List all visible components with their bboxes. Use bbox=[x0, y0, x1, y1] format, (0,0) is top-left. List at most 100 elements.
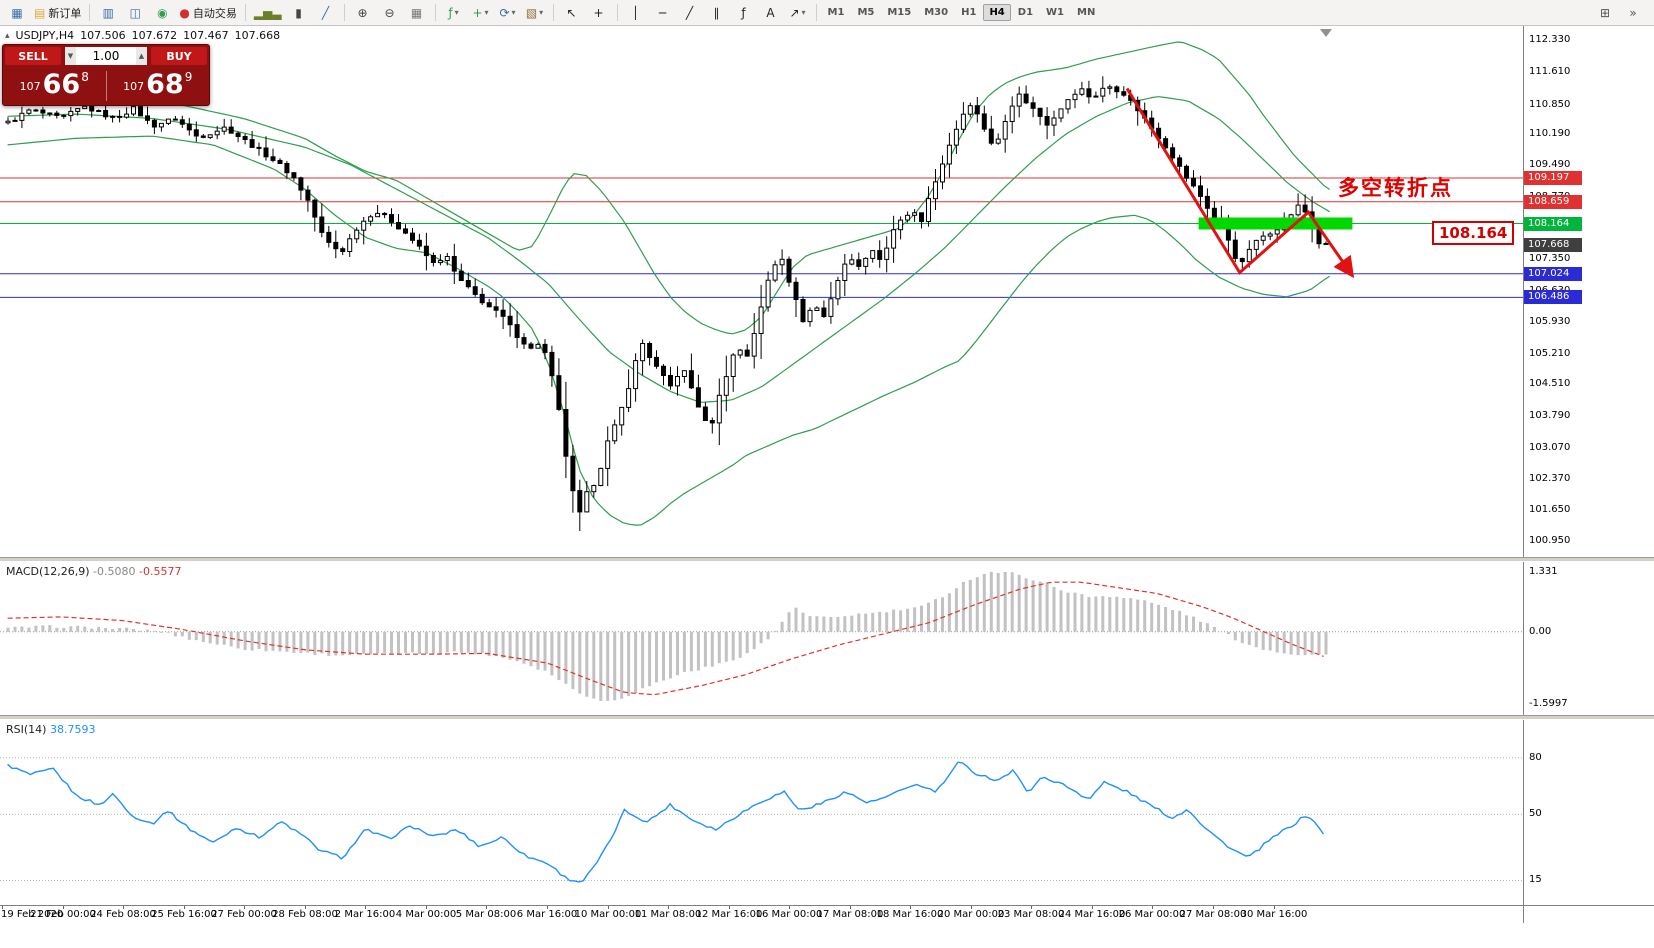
timeframe-m1[interactable]: M1 bbox=[827, 7, 845, 18]
timeframe-m30[interactable]: M30 bbox=[924, 7, 949, 18]
timeframe-w1[interactable]: W1 bbox=[1046, 7, 1065, 18]
periods-icon: ⟳ bbox=[499, 5, 510, 20]
volume-value: 1.00 bbox=[92, 49, 120, 63]
time-axis-tick bbox=[1152, 906, 1153, 909]
timeframe-h1[interactable]: H1 bbox=[961, 7, 977, 18]
time-axis-label: 10 Mar 00:00 bbox=[574, 909, 642, 920]
pane-separator[interactable] bbox=[0, 715, 1654, 720]
time-axis-tick bbox=[608, 906, 609, 909]
sell-price[interactable]: 107 66 8 bbox=[3, 70, 106, 102]
bollinger-upper-line bbox=[7, 41, 1330, 335]
trendline-icon[interactable]: ╱ bbox=[677, 3, 703, 23]
time-axis-tick bbox=[1274, 906, 1275, 909]
volume-input[interactable]: ▼ 1.00 ▲ bbox=[65, 47, 147, 65]
auto-trading-button[interactable]: ● 自动交易 bbox=[176, 3, 239, 23]
vertical-line-icon[interactable]: │ bbox=[623, 3, 649, 23]
macd-pane: MACD(12,26,9) -0.5080 -0.5577 1.331 0.00 -… bbox=[0, 562, 1654, 715]
pane-separator[interactable] bbox=[0, 557, 1654, 562]
rsi-plot[interactable]: RSI(14) 38.7593 bbox=[0, 720, 1524, 905]
rsi-axis[interactable]: 80 50 15 bbox=[1524, 720, 1654, 905]
tile-windows-icon[interactable]: ▦ bbox=[404, 3, 430, 23]
time-axis-tick bbox=[486, 906, 487, 909]
community-icon[interactable]: ◉ bbox=[149, 3, 175, 23]
add-indicator-icon[interactable]: + ▾ bbox=[468, 3, 494, 23]
text-icon[interactable]: A bbox=[758, 3, 784, 23]
volume-down-icon[interactable]: ▼ bbox=[65, 47, 76, 65]
time-axis-label: 24 Mar 16:00 bbox=[1058, 909, 1126, 920]
buy-price[interactable]: 107 68 9 bbox=[107, 70, 210, 102]
dock-icon[interactable]: ⊞ bbox=[1592, 3, 1618, 23]
time-axis-tick bbox=[971, 906, 972, 909]
rsi-label: RSI(14) 38.7593 bbox=[6, 723, 95, 736]
time-axis-label: 18 Mar 16:00 bbox=[876, 909, 944, 920]
zoom-in-icon[interactable]: ⊕ bbox=[350, 3, 376, 23]
macd-label: MACD(12,26,9) -0.5080 -0.5577 bbox=[6, 565, 181, 578]
macd-plot[interactable]: MACD(12,26,9) -0.5080 -0.5577 bbox=[0, 562, 1524, 715]
time-axis-tick bbox=[789, 906, 790, 909]
timeframe-m5[interactable]: M5 bbox=[857, 7, 875, 18]
chart-window-icon: ▦ bbox=[11, 5, 23, 20]
macd-axis-label: 0.00 bbox=[1529, 626, 1552, 637]
new-order-button[interactable]: ▤ 新订单 bbox=[31, 3, 84, 23]
time-axis[interactable]: 19 Feb 2020 21 Feb 00:00 24 Feb 08:00 25 Fe… bbox=[0, 905, 1654, 923]
trade-panel-divider bbox=[105, 71, 107, 101]
crosshair-icon[interactable]: + bbox=[586, 3, 612, 23]
macd-signal-value: -0.5577 bbox=[139, 565, 182, 578]
price-axis-label: 105.930 bbox=[1529, 316, 1571, 327]
timeframe-m15[interactable]: M15 bbox=[887, 7, 912, 18]
price-axis-label: 110.850 bbox=[1529, 99, 1571, 110]
candlestick-icon[interactable]: ▮ bbox=[286, 3, 312, 23]
price-plot[interactable]: ▴ USDJPY,H4 107.506 107.672 107.467 107.… bbox=[0, 26, 1524, 557]
periods-icon[interactable]: ⟳ ▾ bbox=[495, 3, 521, 23]
timeframe-h4[interactable]: H4 bbox=[983, 4, 1011, 21]
cursor-icon[interactable]: ↖ bbox=[559, 3, 585, 23]
macd-axis-label: 1.331 bbox=[1529, 566, 1558, 577]
time-axis-label: 24 Feb 08:00 bbox=[90, 909, 156, 920]
bottom-strip bbox=[0, 923, 1654, 948]
buy-price-small: 107 bbox=[123, 80, 145, 93]
macd-axis[interactable]: 1.331 0.00 -1.5997 bbox=[1524, 562, 1654, 715]
ohlc-header: ▴ USDJPY,H4 107.506 107.672 107.467 107.… bbox=[5, 29, 280, 42]
rsi-value: 38.7593 bbox=[49, 723, 96, 736]
bollinger-lower-line bbox=[7, 135, 1330, 526]
time-axis-label: 6 Mar 16:00 bbox=[516, 909, 578, 920]
time-axis-tick bbox=[1092, 906, 1093, 909]
channel-icon[interactable]: ∥ bbox=[704, 3, 730, 23]
rsi-axis-label: 15 bbox=[1529, 874, 1542, 885]
price-axis[interactable]: 112.330111.610110.850110.190109.490108.7… bbox=[1524, 26, 1654, 557]
price-axis-label: 104.510 bbox=[1529, 378, 1571, 389]
tile-windows-icon: ▦ bbox=[410, 5, 423, 20]
fibonacci-icon[interactable]: ƒ bbox=[731, 3, 757, 23]
time-axis-label: 21 Feb 00:00 bbox=[30, 909, 96, 920]
overflow-icon[interactable]: » bbox=[1620, 3, 1646, 23]
one-click-expand-icon[interactable]: ▴ bbox=[5, 30, 10, 41]
profiles-icon[interactable]: ◫ bbox=[122, 3, 148, 23]
timeframe-mn[interactable]: MN bbox=[1077, 7, 1096, 18]
candlestick-icon: ▮ bbox=[295, 5, 302, 20]
buy-button[interactable]: BUY bbox=[151, 47, 207, 65]
indicators-icon[interactable]: ƒ ▾ bbox=[441, 3, 467, 23]
toolbar-left-group: ▦ ▤ 新订单 ▥ ◫ ◉ ● 自动交易 ▂▅▃ ▮ ╱ ⊕ ⊖ ▦ ƒ ▾ + ▾ ⟳ ▾ ▧ ▾ ↖ + │ ─ ╱ ∥ ƒ A ↗ ▾ M… bbox=[4, 3, 1101, 23]
time-axis-tick bbox=[1213, 906, 1214, 909]
price-level-annotation[interactable]: 108.164 bbox=[1432, 221, 1515, 245]
zoom-out-icon[interactable]: ⊖ bbox=[377, 3, 403, 23]
arrows-icon[interactable]: ↗ ▾ bbox=[785, 3, 811, 23]
charts-icon[interactable]: ▥ bbox=[95, 3, 121, 23]
templates-icon[interactable]: ▧ ▾ bbox=[522, 3, 548, 23]
volume-up-icon[interactable]: ▲ bbox=[136, 47, 147, 65]
horizontal-line-icon[interactable]: ─ bbox=[650, 3, 676, 23]
trend-arrow-annotation[interactable] bbox=[1125, 87, 1355, 279]
chart-window-icon[interactable]: ▦ bbox=[4, 3, 30, 23]
bar-chart-icon[interactable]: ▂▅▃ bbox=[251, 3, 285, 23]
toolbar: ▦ ▤ 新订单 ▥ ◫ ◉ ● 自动交易 ▂▅▃ ▮ ╱ ⊕ ⊖ ▦ ƒ ▾ + ▾ ⟳ ▾ ▧ ▾ ↖ + │ ─ ╱ ∥ ƒ A ↗ ▾ M… bbox=[0, 0, 1654, 26]
turning-point-annotation[interactable]: 多空转折点 bbox=[1338, 176, 1453, 200]
time-axis-label: 2 Mar 16:00 bbox=[334, 909, 396, 920]
time-axis-tick bbox=[305, 906, 306, 909]
line-chart-icon[interactable]: ╱ bbox=[313, 3, 339, 23]
time-axis-label: 4 Mar 00:00 bbox=[395, 909, 457, 920]
timeframe-d1[interactable]: D1 bbox=[1017, 7, 1034, 18]
sell-button[interactable]: SELL bbox=[5, 47, 61, 65]
rsi-line bbox=[7, 761, 1325, 883]
time-axis-label: 20 Mar 00:00 bbox=[937, 909, 1005, 920]
support-zone-rectangle[interactable] bbox=[1198, 217, 1353, 230]
